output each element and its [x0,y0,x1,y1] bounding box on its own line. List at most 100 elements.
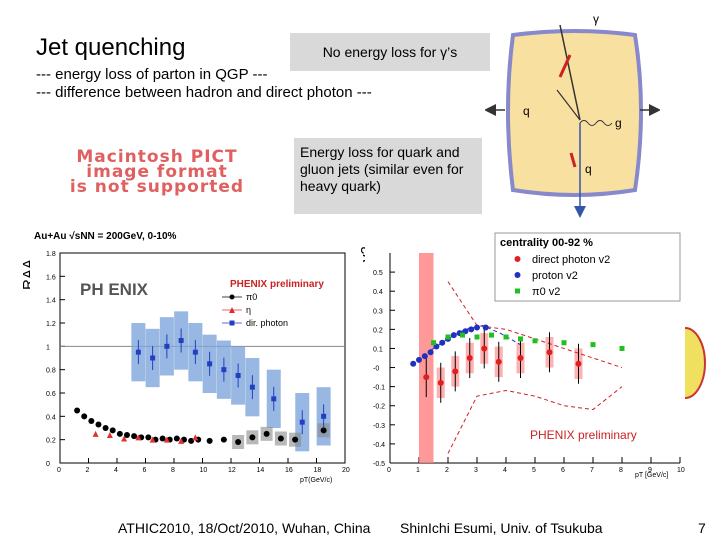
raa-ytick-label: 1.2 [46,321,56,328]
raa-ytick-label: 0.6 [46,391,56,398]
photon-point [135,349,141,355]
photon-point [178,338,184,343]
v2-xtick-label: 10 [677,467,685,474]
pi0-point [173,435,180,442]
gluon-line [579,120,613,126]
v2-ytick-label: 0.1 [373,346,383,353]
raa-xtick-label: 16 [285,467,293,474]
v2-xtick-label: 5 [532,467,536,474]
pi0-v2-point [518,336,523,342]
pi0-v2-point [532,338,538,344]
v2-ytick-label: 0.4 [373,289,383,296]
pi0-point [320,427,327,434]
pi0-point [159,435,166,442]
eta-point [178,437,185,444]
proton-v2-point [439,339,446,346]
raa-xtick-label: 12 [228,467,236,474]
photon-point [192,349,198,355]
proton-v2-point [474,324,480,331]
callout-energy-loss: Energy loss for quark and gluon jets (si… [294,138,482,214]
photon-v2-point [466,355,473,361]
pi0-point [102,425,109,431]
photon-point [235,373,241,378]
legend-label: π0 [246,292,257,302]
pi0-v2-point [431,340,436,346]
pi0-point [220,436,227,443]
legend-label: η [246,305,251,315]
v2-xtick-label: 3 [474,467,478,474]
photon-point [221,367,227,373]
photon-point [164,343,170,349]
v2-points [410,324,625,403]
v2-ytick-label: 0.3 [373,308,383,315]
page-number: 7 [698,520,706,536]
eta-point [192,434,199,441]
legend-label: dir. photon [246,318,288,328]
photon-point [299,419,305,425]
raa-xtick-label: 0 [57,467,61,474]
subtitle-line-1: --- energy loss of parton in QGP --- [36,66,268,83]
raa-chart: Au+Au √sNN = 200GeV, 0-10% PH ENIX PHENI… [30,225,355,485]
v2-xtick-label: 9 [648,467,652,474]
pi0-v2-point [460,332,465,338]
eta-point [92,430,99,437]
photon-line [559,24,581,121]
v2-ytick-label: -0.3 [373,423,385,430]
pi0-point [277,435,284,442]
pi0-point [116,430,123,437]
v2-axes: 0 1 2 3 4 5 6 7 8 9 10 -0.5 -0.4 -0.3 -0.2 -0.1 -0 0.1 0.2… [373,253,685,474]
pi0-v2-point [503,334,509,340]
pict-line-1: Macintosh PICT [76,147,238,167]
raa-xtick-label: 6 [143,467,147,474]
raa-ytick-label: 1 [46,344,50,351]
raa-xtick-label: 10 [200,467,208,474]
callout-no-energy-loss: No energy loss for γ’s [290,33,490,71]
v2-preliminary: PHENIX preliminary [530,428,637,442]
pi0-point [109,427,116,434]
legend-marker [515,288,520,294]
photon-v2-point [517,355,524,361]
collision-diagram: γ q g q [485,12,660,218]
legend-marker [514,272,521,278]
pi0-point [206,437,213,444]
pi0-v2-point [474,334,480,340]
pict-line-3: is not supported [69,177,245,197]
legend-label: proton v2 [532,270,578,282]
pi0-point [88,418,95,424]
pi0-point [95,421,102,428]
legend-label: π0 v2 [532,286,560,298]
proton-v2-point [421,353,428,360]
q-label-2: q [585,162,592,176]
v2-xtick-label: 7 [590,467,594,474]
proton-v2-point [416,356,422,363]
proton-v2-point [468,326,475,333]
raa-ytick-label: 1.8 [46,251,56,258]
v2-xtick-label: 4 [503,467,507,474]
v2-xlabel: pT [GeV/c] [635,472,668,479]
raa-ytick-label: 0.2 [46,438,56,445]
v2-legend-box [494,232,681,302]
g-label: g [615,116,622,130]
raa-xtick-label: 20 [342,467,350,474]
photon-v2-point [495,358,502,365]
raa-chart-header: Au+Au √sNN = 200GeV, 0-10% [34,231,177,242]
pict-placeholder: Macintosh PICT image format is not suppo… [26,147,288,197]
photon-point [249,384,255,390]
proton-v2-point [450,332,457,339]
raa-xlabel: pT(GeV/c) [300,477,332,484]
red-arrow-1 [558,54,572,78]
raa-ytick-label: 0.4 [46,414,56,421]
photon-point [207,361,213,367]
slide-title: Jet quenching [36,34,186,61]
pi0-v2-point [489,332,494,338]
pi0-point [123,432,130,438]
photon-v2-point [575,360,582,367]
v2-ytick-label: -0.2 [373,404,385,411]
pi0-v2-point [561,340,567,346]
red-arrow-2 [569,152,577,168]
raa-legend: π0 η dir. photon [222,292,288,328]
q-label-1: q [523,104,530,118]
raa-xtick-label: 18 [314,467,322,474]
legend-label: direct photon v2 [532,254,610,266]
proton-v2-point [427,349,434,356]
